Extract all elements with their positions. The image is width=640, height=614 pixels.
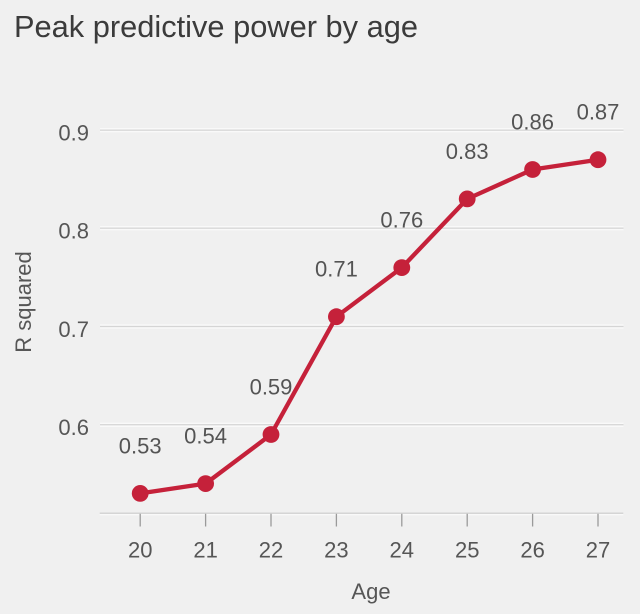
svg-text:0.87: 0.87 bbox=[577, 100, 620, 125]
svg-text:Peak predictive power by age: Peak predictive power by age bbox=[14, 9, 418, 44]
svg-text:21: 21 bbox=[193, 538, 217, 563]
svg-text:Age: Age bbox=[351, 579, 390, 604]
svg-text:22: 22 bbox=[259, 538, 283, 563]
svg-text:0.9: 0.9 bbox=[58, 121, 89, 146]
svg-text:25: 25 bbox=[455, 538, 479, 563]
svg-text:23: 23 bbox=[324, 538, 348, 563]
svg-text:20: 20 bbox=[128, 538, 152, 563]
svg-text:R squared: R squared bbox=[11, 251, 36, 353]
svg-text:0.7: 0.7 bbox=[58, 317, 89, 342]
svg-text:0.53: 0.53 bbox=[119, 433, 162, 458]
svg-text:0.54: 0.54 bbox=[184, 424, 227, 449]
svg-text:26: 26 bbox=[520, 538, 544, 563]
svg-text:0.71: 0.71 bbox=[315, 257, 358, 282]
svg-text:27: 27 bbox=[586, 538, 610, 563]
svg-text:0.6: 0.6 bbox=[58, 415, 89, 440]
svg-text:0.8: 0.8 bbox=[58, 219, 89, 244]
svg-text:0.83: 0.83 bbox=[446, 139, 489, 164]
svg-text:24: 24 bbox=[390, 538, 414, 563]
svg-text:0.86: 0.86 bbox=[511, 110, 554, 135]
svg-text:0.59: 0.59 bbox=[250, 375, 293, 400]
svg-text:0.76: 0.76 bbox=[380, 208, 423, 233]
